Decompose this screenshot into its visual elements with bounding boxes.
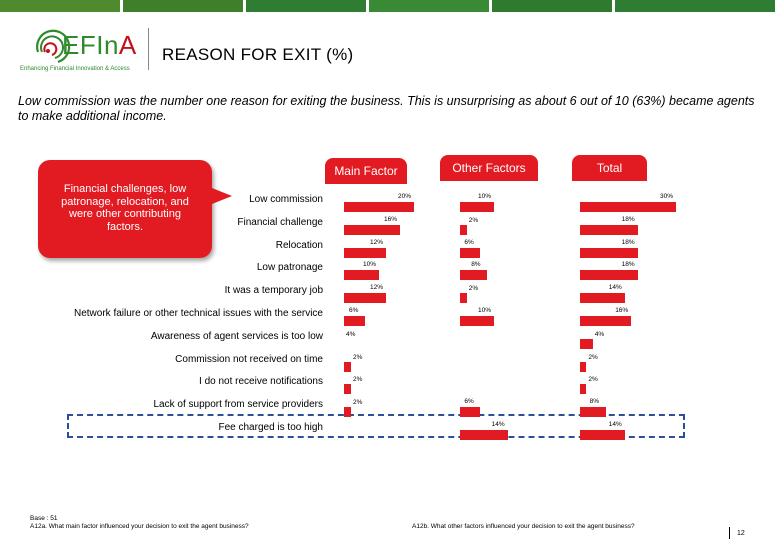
data-label: 10%	[478, 193, 492, 200]
bar-total	[580, 384, 587, 395]
bar-main-factor	[344, 202, 414, 212]
bar-total	[580, 270, 638, 281]
bar-main-factor	[344, 384, 351, 395]
data-label: 2%	[353, 353, 363, 361]
data-label: 8%	[471, 261, 481, 269]
bar-total	[580, 224, 638, 235]
highlight-box-fee-charged	[67, 414, 685, 438]
callout-line: factors.	[106, 220, 144, 233]
page-title: REASON FOR EXIT (%)	[162, 45, 354, 64]
data-label: 12%	[370, 238, 384, 246]
data-label: 12%	[370, 284, 384, 292]
bar-total	[580, 361, 587, 372]
data-label: 14%	[608, 421, 622, 428]
bar-total	[580, 407, 606, 418]
bar-main-factor	[344, 224, 400, 235]
data-label: 18%	[621, 261, 635, 269]
category-label: I do not receive notifications	[199, 376, 323, 388]
category-label: Network failure or other technical issue…	[74, 308, 323, 319]
data-label: 18%	[621, 215, 635, 223]
bar-total	[580, 338, 593, 349]
data-label: 14%	[608, 284, 622, 292]
data-label: 6%	[464, 238, 474, 246]
bar-other-factors	[460, 407, 481, 418]
bar-main-factor	[344, 247, 386, 258]
category-label: Financial challenge	[237, 216, 323, 228]
data-label: 18%	[621, 238, 635, 246]
bar-other-factors	[460, 293, 467, 304]
category-label: Fee charged is too high	[218, 422, 323, 433]
category-label: Low patronage	[256, 262, 323, 274]
bar-other-factors	[460, 316, 494, 326]
category-label: Relocation	[275, 239, 323, 251]
data-label: 6%	[464, 398, 474, 406]
callout-line: Financial challenges, low	[63, 183, 187, 195]
bar-other-factors	[460, 270, 488, 281]
data-label: 2%	[468, 216, 479, 224]
top-color-strip	[0, 0, 780, 12]
bar-total	[580, 202, 676, 212]
bar-main-factor	[344, 316, 365, 326]
data-label: 2%	[588, 353, 598, 361]
series-header-total: Total	[572, 155, 647, 181]
callout-line: patronage, relocation, and	[61, 195, 189, 208]
category-label: Low commission	[249, 194, 323, 205]
data-label: 10%	[363, 261, 377, 269]
data-label: 4%	[594, 330, 605, 338]
category-label: Awareness of agent services is too low	[150, 330, 323, 342]
callout-box: Financial challenges, low patronage, rel…	[38, 160, 212, 258]
question-a12b: A12b. What other factors influenced your…	[412, 523, 635, 530]
data-label: 2%	[353, 376, 363, 384]
data-label: 2%	[353, 399, 363, 407]
base-size: Base : 51	[30, 515, 58, 522]
bar-total	[580, 430, 625, 440]
bar-other-factors	[460, 247, 481, 258]
data-label: 4%	[346, 330, 356, 338]
category-label: Lack of support from service providers	[153, 399, 323, 411]
data-label: 30%	[660, 193, 674, 200]
bar-other-factors	[460, 202, 494, 212]
data-label: 2%	[468, 285, 479, 293]
data-label: 16%	[384, 215, 398, 223]
bar-total	[580, 293, 625, 304]
logo-wordmark: EFInA	[62, 30, 137, 60]
bar-other-factors	[460, 224, 467, 235]
bar-total	[580, 316, 632, 326]
data-label: 8%	[589, 398, 599, 406]
data-label: 6%	[349, 307, 359, 314]
bar-main-factor	[344, 270, 379, 281]
page-number-divider	[729, 527, 730, 539]
question-a12a: A12a. What main factor influenced your d…	[30, 523, 249, 530]
callout-pointer	[212, 188, 232, 204]
series-header-main-factor: Main Factor	[325, 158, 407, 184]
category-label: Commission not received on time	[175, 353, 323, 365]
page-number: 12	[737, 530, 745, 537]
efina-logo-swirl-icon	[36, 29, 71, 64]
bar-main-factor	[344, 407, 351, 418]
series-header-other-factors: Other Factors	[440, 155, 538, 181]
callout-line: were other contributing	[69, 208, 181, 220]
intro-text: Low commission was the number one reason…	[18, 94, 755, 123]
logo-divider	[148, 28, 149, 70]
footnote-base: Base : 51 A12a. What main factor influen…	[30, 515, 249, 531]
data-label: 2%	[588, 376, 598, 384]
bar-main-factor	[344, 361, 351, 372]
category-label: It was a temporary job	[224, 285, 323, 297]
bar-main-factor	[344, 293, 386, 304]
data-label: 10%	[478, 307, 492, 314]
bar-other-factors	[460, 430, 508, 440]
logo-tagline: Enhancing Financial Innovation & Access	[20, 66, 130, 72]
bar-total	[580, 247, 638, 258]
data-label: 20%	[398, 193, 412, 200]
data-label: 14%	[491, 421, 505, 428]
data-label: 16%	[615, 307, 629, 314]
